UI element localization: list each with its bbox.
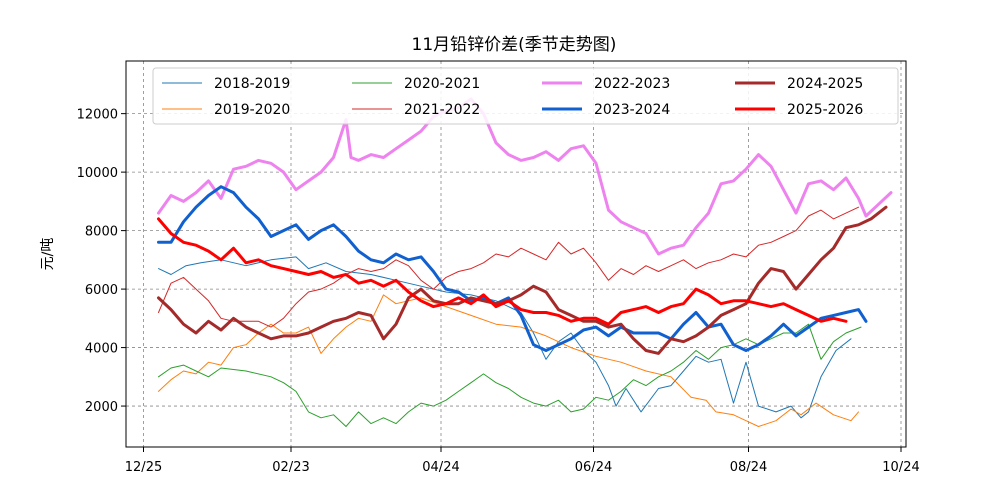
legend-label: 2018-2019 <box>214 76 290 92</box>
series-line-2021-2022 <box>158 206 859 328</box>
axis-layer: 2000 4000 6000 8000 10000 12000 12/25 02/23 04/2… <box>77 108 920 475</box>
series-line-2022-2023 <box>157 97 893 256</box>
y-tick-label: 12000 <box>77 108 118 123</box>
chart-title: 11月铅锌价差(季节走势图) <box>412 35 617 55</box>
plot-frame <box>125 60 907 448</box>
y-tick-label: 2000 <box>85 400 118 415</box>
y-tick-label: 6000 <box>85 283 118 298</box>
series-line-2019-2020 <box>158 294 859 427</box>
legend-label: 2020-2021 <box>404 76 480 92</box>
series-line-2020-2021 <box>158 323 862 427</box>
x-tick-label: 08/24 <box>730 460 767 475</box>
legend-label: 2019-2020 <box>214 102 290 118</box>
y-tick-label: 4000 <box>85 342 118 357</box>
x-tick-label: 04/24 <box>422 460 459 475</box>
legend-label: 2022-2023 <box>594 76 670 92</box>
legend-label: 2024-2025 <box>787 76 863 92</box>
x-tick-label: 12/25 <box>125 460 162 475</box>
x-tick-label: 06/24 <box>575 460 612 475</box>
legend-box <box>152 67 899 125</box>
legend-label: 2025-2026 <box>787 102 863 118</box>
legend-label: 2021-2022 <box>404 102 480 118</box>
x-tick-label: 10/24 <box>882 460 919 475</box>
y-tick-label: 10000 <box>77 166 118 181</box>
series-line-2024-2025 <box>157 205 888 355</box>
legend: 2018-2019 2019-2020 2020-2021 2021-2022 2022… <box>152 67 899 125</box>
y-tick-label: 8000 <box>85 225 118 240</box>
y-axis-label: 元/吨 <box>40 238 56 271</box>
series-line-2025-2026 <box>157 217 848 326</box>
series-layer <box>157 97 893 427</box>
x-tick-label: 02/23 <box>272 460 309 475</box>
series-line-2018-2019 <box>158 256 852 419</box>
legend-label: 2023-2024 <box>594 102 670 118</box>
